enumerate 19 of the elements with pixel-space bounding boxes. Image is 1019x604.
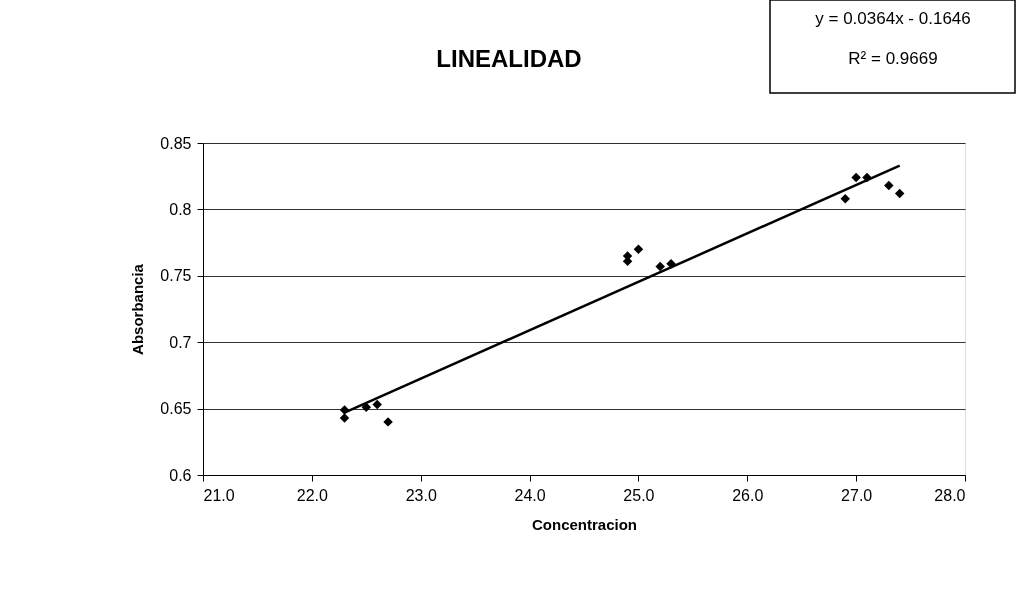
y-tick-label: 0.85 bbox=[160, 134, 192, 152]
x-tick-label: 23.0 bbox=[405, 486, 437, 504]
y-tick-label: 0.75 bbox=[160, 267, 192, 285]
x-tick-label: 26.0 bbox=[732, 486, 764, 504]
x-tick-label: 24.0 bbox=[514, 486, 546, 504]
y-tick-label: 0.65 bbox=[160, 400, 192, 418]
text: R² = 0.9669 bbox=[848, 49, 938, 68]
x-tick-label: 25.0 bbox=[623, 486, 655, 504]
x-tick-label: 22.0 bbox=[296, 486, 329, 504]
y-tick-label: 0.7 bbox=[169, 333, 192, 351]
y-tick-label: 0.8 bbox=[169, 200, 192, 218]
x-tick-label: 28.0 bbox=[934, 486, 966, 504]
x-tick-label: 21.0 bbox=[203, 486, 235, 504]
y-axis-title: Absorbancia bbox=[129, 263, 147, 355]
x-axis-title: Concentracion bbox=[531, 515, 638, 533]
y-tick-label: 0.6 bbox=[169, 466, 192, 484]
x-tick-label: 27.0 bbox=[841, 486, 873, 504]
text: y = 0.0364x - 0.1646 bbox=[815, 9, 971, 28]
chart-title: LINEALIDAD bbox=[436, 45, 582, 72]
